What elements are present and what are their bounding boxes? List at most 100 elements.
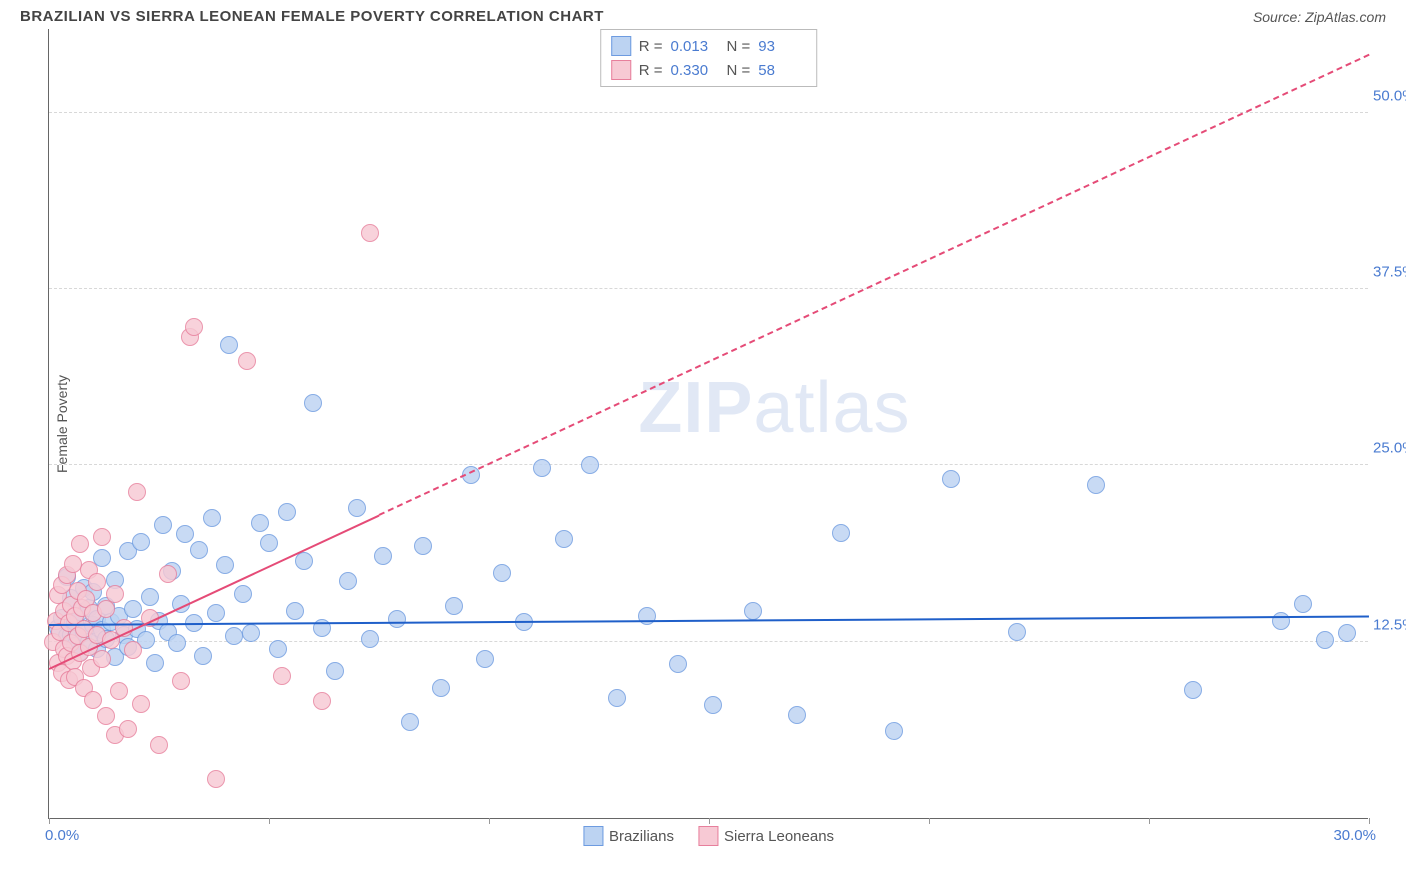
data-point (885, 722, 903, 740)
y-tick-label: 50.0% (1373, 87, 1406, 104)
data-point (176, 525, 194, 543)
data-point (190, 541, 208, 559)
data-point (106, 585, 124, 603)
legend-swatch (698, 826, 718, 846)
trend-line (49, 616, 1369, 626)
data-point (273, 667, 291, 685)
gridline (49, 288, 1368, 289)
data-point (132, 695, 150, 713)
data-point (251, 514, 269, 532)
trend-line (379, 54, 1370, 516)
data-point (555, 530, 573, 548)
n-value: 58 (758, 62, 806, 79)
y-tick-label: 12.5% (1373, 616, 1406, 633)
data-point (278, 503, 296, 521)
x-tick (269, 818, 270, 824)
chart-container: Female Poverty ZIPatlas R = 0.013N = 93R… (48, 29, 1386, 819)
data-point (207, 604, 225, 622)
data-point (638, 607, 656, 625)
scatter-plot: ZIPatlas R = 0.013N = 93R = 0.330N = 58 … (48, 29, 1368, 819)
data-point (493, 564, 511, 582)
data-point (476, 650, 494, 668)
legend-swatch (583, 826, 603, 846)
data-point (295, 552, 313, 570)
data-point (348, 499, 366, 517)
data-point (110, 682, 128, 700)
data-point (374, 547, 392, 565)
data-point (146, 654, 164, 672)
gridline (49, 464, 1368, 465)
x-tick (929, 818, 930, 824)
data-point (388, 610, 406, 628)
data-point (71, 535, 89, 553)
data-point (533, 459, 551, 477)
data-point (159, 565, 177, 583)
legend-swatch (611, 60, 631, 80)
data-point (238, 352, 256, 370)
data-point (361, 630, 379, 648)
data-point (401, 713, 419, 731)
data-point (93, 650, 111, 668)
data-point (581, 456, 599, 474)
gridline (49, 112, 1368, 113)
correlation-legend: R = 0.013 N = 93 R = 0.330 N = 58 (600, 29, 818, 87)
data-point (185, 318, 203, 336)
data-point (97, 707, 115, 725)
data-point (339, 572, 357, 590)
data-point (361, 224, 379, 242)
data-point (234, 585, 252, 603)
x-tick (49, 818, 50, 824)
data-point (93, 528, 111, 546)
data-point (88, 573, 106, 591)
series-legend: Brazilians Sierra Leoneans (583, 826, 834, 846)
data-point (260, 534, 278, 552)
r-label: R = (639, 62, 663, 79)
data-point (326, 662, 344, 680)
data-point (150, 736, 168, 754)
data-point (154, 516, 172, 534)
data-point (124, 641, 142, 659)
legend-row: R = 0.330 N = 58 (611, 58, 807, 82)
x-tick (489, 818, 490, 824)
data-point (1087, 476, 1105, 494)
legend-item: Sierra Leoneans (698, 826, 834, 846)
data-point (84, 691, 102, 709)
x-max-label: 30.0% (1333, 827, 1376, 844)
source-attribution: Source: ZipAtlas.com (1253, 9, 1386, 25)
n-label: N = (727, 62, 751, 79)
data-point (194, 647, 212, 665)
data-point (1338, 624, 1356, 642)
data-point (744, 602, 762, 620)
legend-row: R = 0.013N = 93 (611, 34, 807, 58)
data-point (220, 336, 238, 354)
x-tick (1369, 818, 1370, 824)
data-point (203, 509, 221, 527)
data-point (119, 720, 137, 738)
data-point (313, 692, 331, 710)
data-point (1272, 612, 1290, 630)
legend-item: Brazilians (583, 826, 674, 846)
data-point (286, 602, 304, 620)
data-point (225, 627, 243, 645)
data-point (432, 679, 450, 697)
n-value: 93 (758, 38, 806, 55)
n-label: N = (727, 38, 751, 55)
data-point (304, 394, 322, 412)
data-point (942, 470, 960, 488)
r-value: 0.330 (671, 62, 719, 79)
data-point (172, 672, 190, 690)
data-point (788, 706, 806, 724)
legend-label: Sierra Leoneans (724, 828, 834, 845)
data-point (669, 655, 687, 673)
chart-title: BRAZILIAN VS SIERRA LEONEAN FEMALE POVER… (20, 8, 604, 25)
data-point (128, 483, 146, 501)
data-point (414, 537, 432, 555)
data-point (1008, 623, 1026, 641)
x-tick (1149, 818, 1150, 824)
data-point (832, 524, 850, 542)
data-point (141, 588, 159, 606)
r-value: 0.013 (671, 38, 719, 55)
data-point (269, 640, 287, 658)
data-point (132, 533, 150, 551)
y-tick-label: 37.5% (1373, 263, 1406, 280)
